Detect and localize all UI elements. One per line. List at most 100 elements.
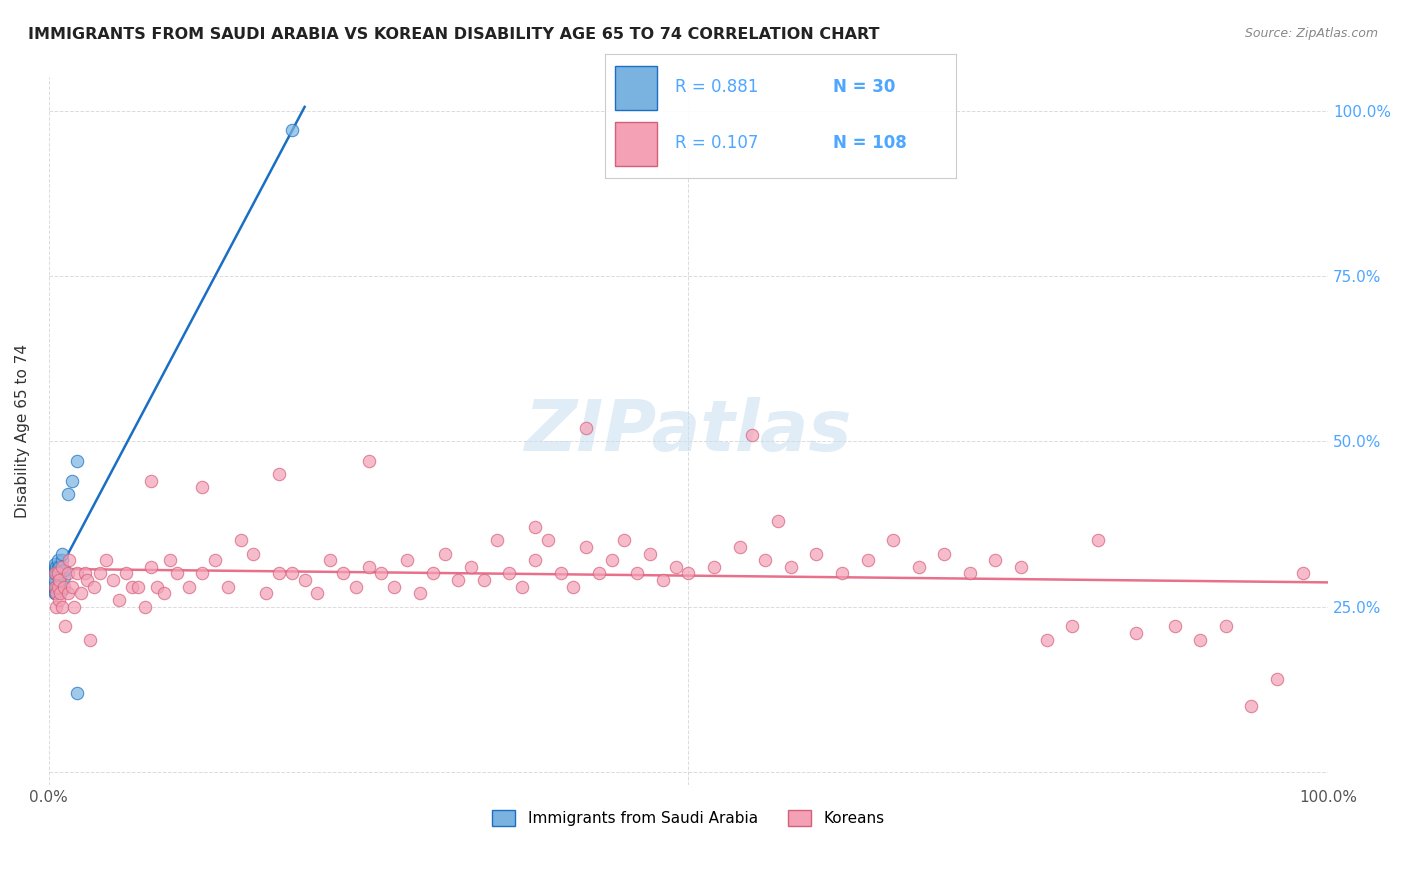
Point bbox=[1062, 619, 1084, 633]
Point bbox=[665, 559, 688, 574]
Point bbox=[754, 553, 776, 567]
Point bbox=[45, 566, 67, 581]
Point bbox=[108, 593, 131, 607]
Point bbox=[460, 559, 482, 574]
Point bbox=[46, 580, 69, 594]
Point bbox=[703, 559, 725, 574]
Point bbox=[51, 559, 73, 574]
Point bbox=[294, 573, 316, 587]
Point bbox=[267, 467, 290, 482]
Point bbox=[66, 685, 89, 699]
Point bbox=[76, 573, 98, 587]
Point bbox=[934, 547, 956, 561]
Point bbox=[44, 586, 66, 600]
Point bbox=[44, 586, 66, 600]
Point bbox=[66, 566, 89, 581]
Point bbox=[242, 547, 264, 561]
Point bbox=[101, 573, 124, 587]
Point bbox=[48, 559, 70, 574]
Point bbox=[600, 553, 623, 567]
Point bbox=[51, 553, 73, 567]
Point bbox=[60, 474, 83, 488]
Point bbox=[139, 559, 162, 574]
Point bbox=[56, 586, 79, 600]
Point bbox=[51, 582, 73, 597]
Point bbox=[53, 563, 76, 577]
Point bbox=[96, 553, 118, 567]
Point bbox=[357, 454, 380, 468]
Point bbox=[44, 566, 66, 581]
Point bbox=[73, 566, 96, 581]
Point bbox=[779, 559, 801, 574]
Point bbox=[678, 566, 700, 581]
Point bbox=[44, 580, 66, 594]
Point bbox=[281, 123, 304, 137]
Point bbox=[134, 599, 156, 614]
Point bbox=[472, 573, 495, 587]
Point bbox=[1215, 619, 1237, 633]
Point bbox=[319, 553, 342, 567]
Point bbox=[728, 540, 751, 554]
Point bbox=[46, 566, 69, 581]
Point bbox=[46, 559, 69, 574]
Point bbox=[58, 553, 80, 567]
Point bbox=[1163, 619, 1185, 633]
Point bbox=[766, 514, 789, 528]
Point bbox=[63, 599, 86, 614]
Text: N = 30: N = 30 bbox=[832, 78, 896, 96]
Point bbox=[44, 566, 66, 581]
Point bbox=[53, 570, 76, 584]
Point bbox=[382, 580, 405, 594]
Point bbox=[575, 421, 598, 435]
Point bbox=[179, 580, 201, 594]
Point bbox=[907, 559, 929, 574]
Point bbox=[44, 580, 66, 594]
Point bbox=[1087, 533, 1109, 548]
Point bbox=[45, 586, 67, 600]
FancyBboxPatch shape bbox=[616, 122, 658, 166]
Point bbox=[267, 566, 290, 581]
Point bbox=[550, 566, 572, 581]
Point bbox=[1240, 698, 1263, 713]
Point bbox=[69, 586, 91, 600]
Point bbox=[575, 540, 598, 554]
Point bbox=[357, 559, 380, 574]
Point bbox=[114, 566, 136, 581]
Point bbox=[46, 566, 69, 581]
Point bbox=[48, 573, 70, 587]
Point bbox=[1291, 566, 1313, 581]
Legend: Immigrants from Saudi Arabia, Koreans: Immigrants from Saudi Arabia, Koreans bbox=[485, 803, 893, 834]
Point bbox=[806, 547, 828, 561]
Text: R = 0.881: R = 0.881 bbox=[675, 78, 758, 96]
Point bbox=[510, 580, 533, 594]
Point bbox=[49, 570, 72, 584]
Point bbox=[613, 533, 636, 548]
Point bbox=[422, 566, 444, 581]
Text: ZIPatlas: ZIPatlas bbox=[524, 397, 852, 466]
Point bbox=[44, 559, 66, 574]
Point bbox=[44, 576, 66, 591]
Point bbox=[856, 553, 879, 567]
Point bbox=[562, 580, 585, 594]
Point bbox=[146, 580, 169, 594]
Point bbox=[55, 619, 77, 633]
Point bbox=[1010, 559, 1032, 574]
Point bbox=[191, 481, 214, 495]
Point bbox=[51, 547, 73, 561]
Point bbox=[344, 580, 367, 594]
FancyBboxPatch shape bbox=[616, 66, 658, 110]
Point bbox=[217, 580, 239, 594]
Point bbox=[1189, 632, 1212, 647]
Point bbox=[83, 580, 105, 594]
Point bbox=[1265, 673, 1288, 687]
Point bbox=[127, 580, 149, 594]
Text: Source: ZipAtlas.com: Source: ZipAtlas.com bbox=[1244, 27, 1378, 40]
Text: R = 0.107: R = 0.107 bbox=[675, 135, 758, 153]
Point bbox=[626, 566, 648, 581]
Point bbox=[53, 580, 76, 594]
Text: IMMIGRANTS FROM SAUDI ARABIA VS KOREAN DISABILITY AGE 65 TO 74 CORRELATION CHART: IMMIGRANTS FROM SAUDI ARABIA VS KOREAN D… bbox=[28, 27, 880, 42]
Point bbox=[44, 573, 66, 587]
Point bbox=[44, 557, 66, 571]
Point bbox=[523, 553, 546, 567]
Point bbox=[49, 586, 72, 600]
